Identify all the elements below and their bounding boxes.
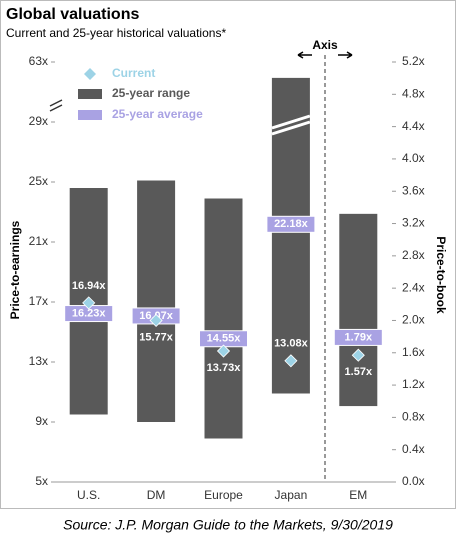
frame <box>0 0 456 509</box>
y-axis-label: Price-to-earnings <box>8 220 22 319</box>
y2-tick-label: 3.2x <box>402 216 425 230</box>
y-tick-label: 21x <box>29 234 48 248</box>
current-label: 16.94x <box>72 280 107 292</box>
y2-tick-label: 1.6x <box>402 345 425 359</box>
bar-break <box>271 114 311 136</box>
range-bar <box>204 198 243 439</box>
average-label: 1.79x <box>345 331 373 343</box>
source: Source: J.P. Morgan Guide to the Markets… <box>63 517 393 533</box>
y-tick-label: 9x <box>35 414 48 428</box>
axis-note: Axis <box>312 38 338 52</box>
x-tick-label: DM <box>147 488 166 502</box>
average-label: 14.55x <box>207 333 242 345</box>
y-tick-label: 5x <box>35 474 48 488</box>
current-label: 13.08x <box>274 338 309 350</box>
y2-tick-label: 3.6x <box>402 183 425 197</box>
y-tick-label: 29x <box>29 114 48 128</box>
legend-marker <box>78 89 102 99</box>
y2-axis-label: Price-to-book <box>434 236 448 314</box>
legend-label: Current <box>112 66 155 80</box>
y2-tick-label: 2.0x <box>402 313 425 327</box>
x-tick-label: U.S. <box>77 488 100 502</box>
current-label: 1.57x <box>345 366 373 378</box>
y2-tick-label: 0.4x <box>402 442 425 456</box>
y2-tick-label: 0.0x <box>402 474 425 488</box>
y2-tick-label: 0.8x <box>402 410 425 424</box>
y2-tick-label: 2.8x <box>402 248 425 262</box>
y2-tick-label: 4.0x <box>402 151 425 165</box>
average-label: 22.18x <box>274 218 309 230</box>
y2-tick-label: 4.4x <box>402 119 425 133</box>
x-tick-label: Japan <box>275 488 308 502</box>
legend-label: 25-year range <box>112 86 190 100</box>
axis-break <box>49 99 63 112</box>
current-label: 13.73x <box>207 362 242 374</box>
axis-arrows <box>297 51 353 59</box>
y-tick-label: 63x <box>29 54 48 68</box>
chart-title: Global valuations <box>6 6 139 23</box>
legend-marker <box>78 110 102 120</box>
y-tick-label: 17x <box>29 294 48 308</box>
y2-tick-label: 5.2x <box>402 54 425 68</box>
y2-tick-label: 1.2x <box>402 377 425 391</box>
average-marker <box>266 215 316 233</box>
y-tick-label: 25x <box>29 174 48 188</box>
current-marker <box>149 313 163 328</box>
legend-marker <box>84 68 96 80</box>
chart-subtitle: Current and 25-year historical valuation… <box>6 26 226 40</box>
current-marker <box>351 348 365 362</box>
y2-tick-label: 4.8x <box>402 86 425 100</box>
legend-label: 25-year average <box>112 107 203 121</box>
average-marker <box>333 328 383 346</box>
current-label: 15.77x <box>139 331 174 343</box>
average-label: 16.23x <box>72 307 107 319</box>
current-marker <box>284 354 298 368</box>
range-bar <box>137 180 176 422</box>
current-marker <box>216 344 231 358</box>
range-bar <box>339 213 378 407</box>
current-marker <box>82 296 96 310</box>
x-tick-label: Europe <box>204 488 243 502</box>
y2-tick-label: 2.4x <box>402 280 425 294</box>
x-tick-label: EM <box>349 488 367 502</box>
y-tick-label: 13x <box>29 354 48 368</box>
